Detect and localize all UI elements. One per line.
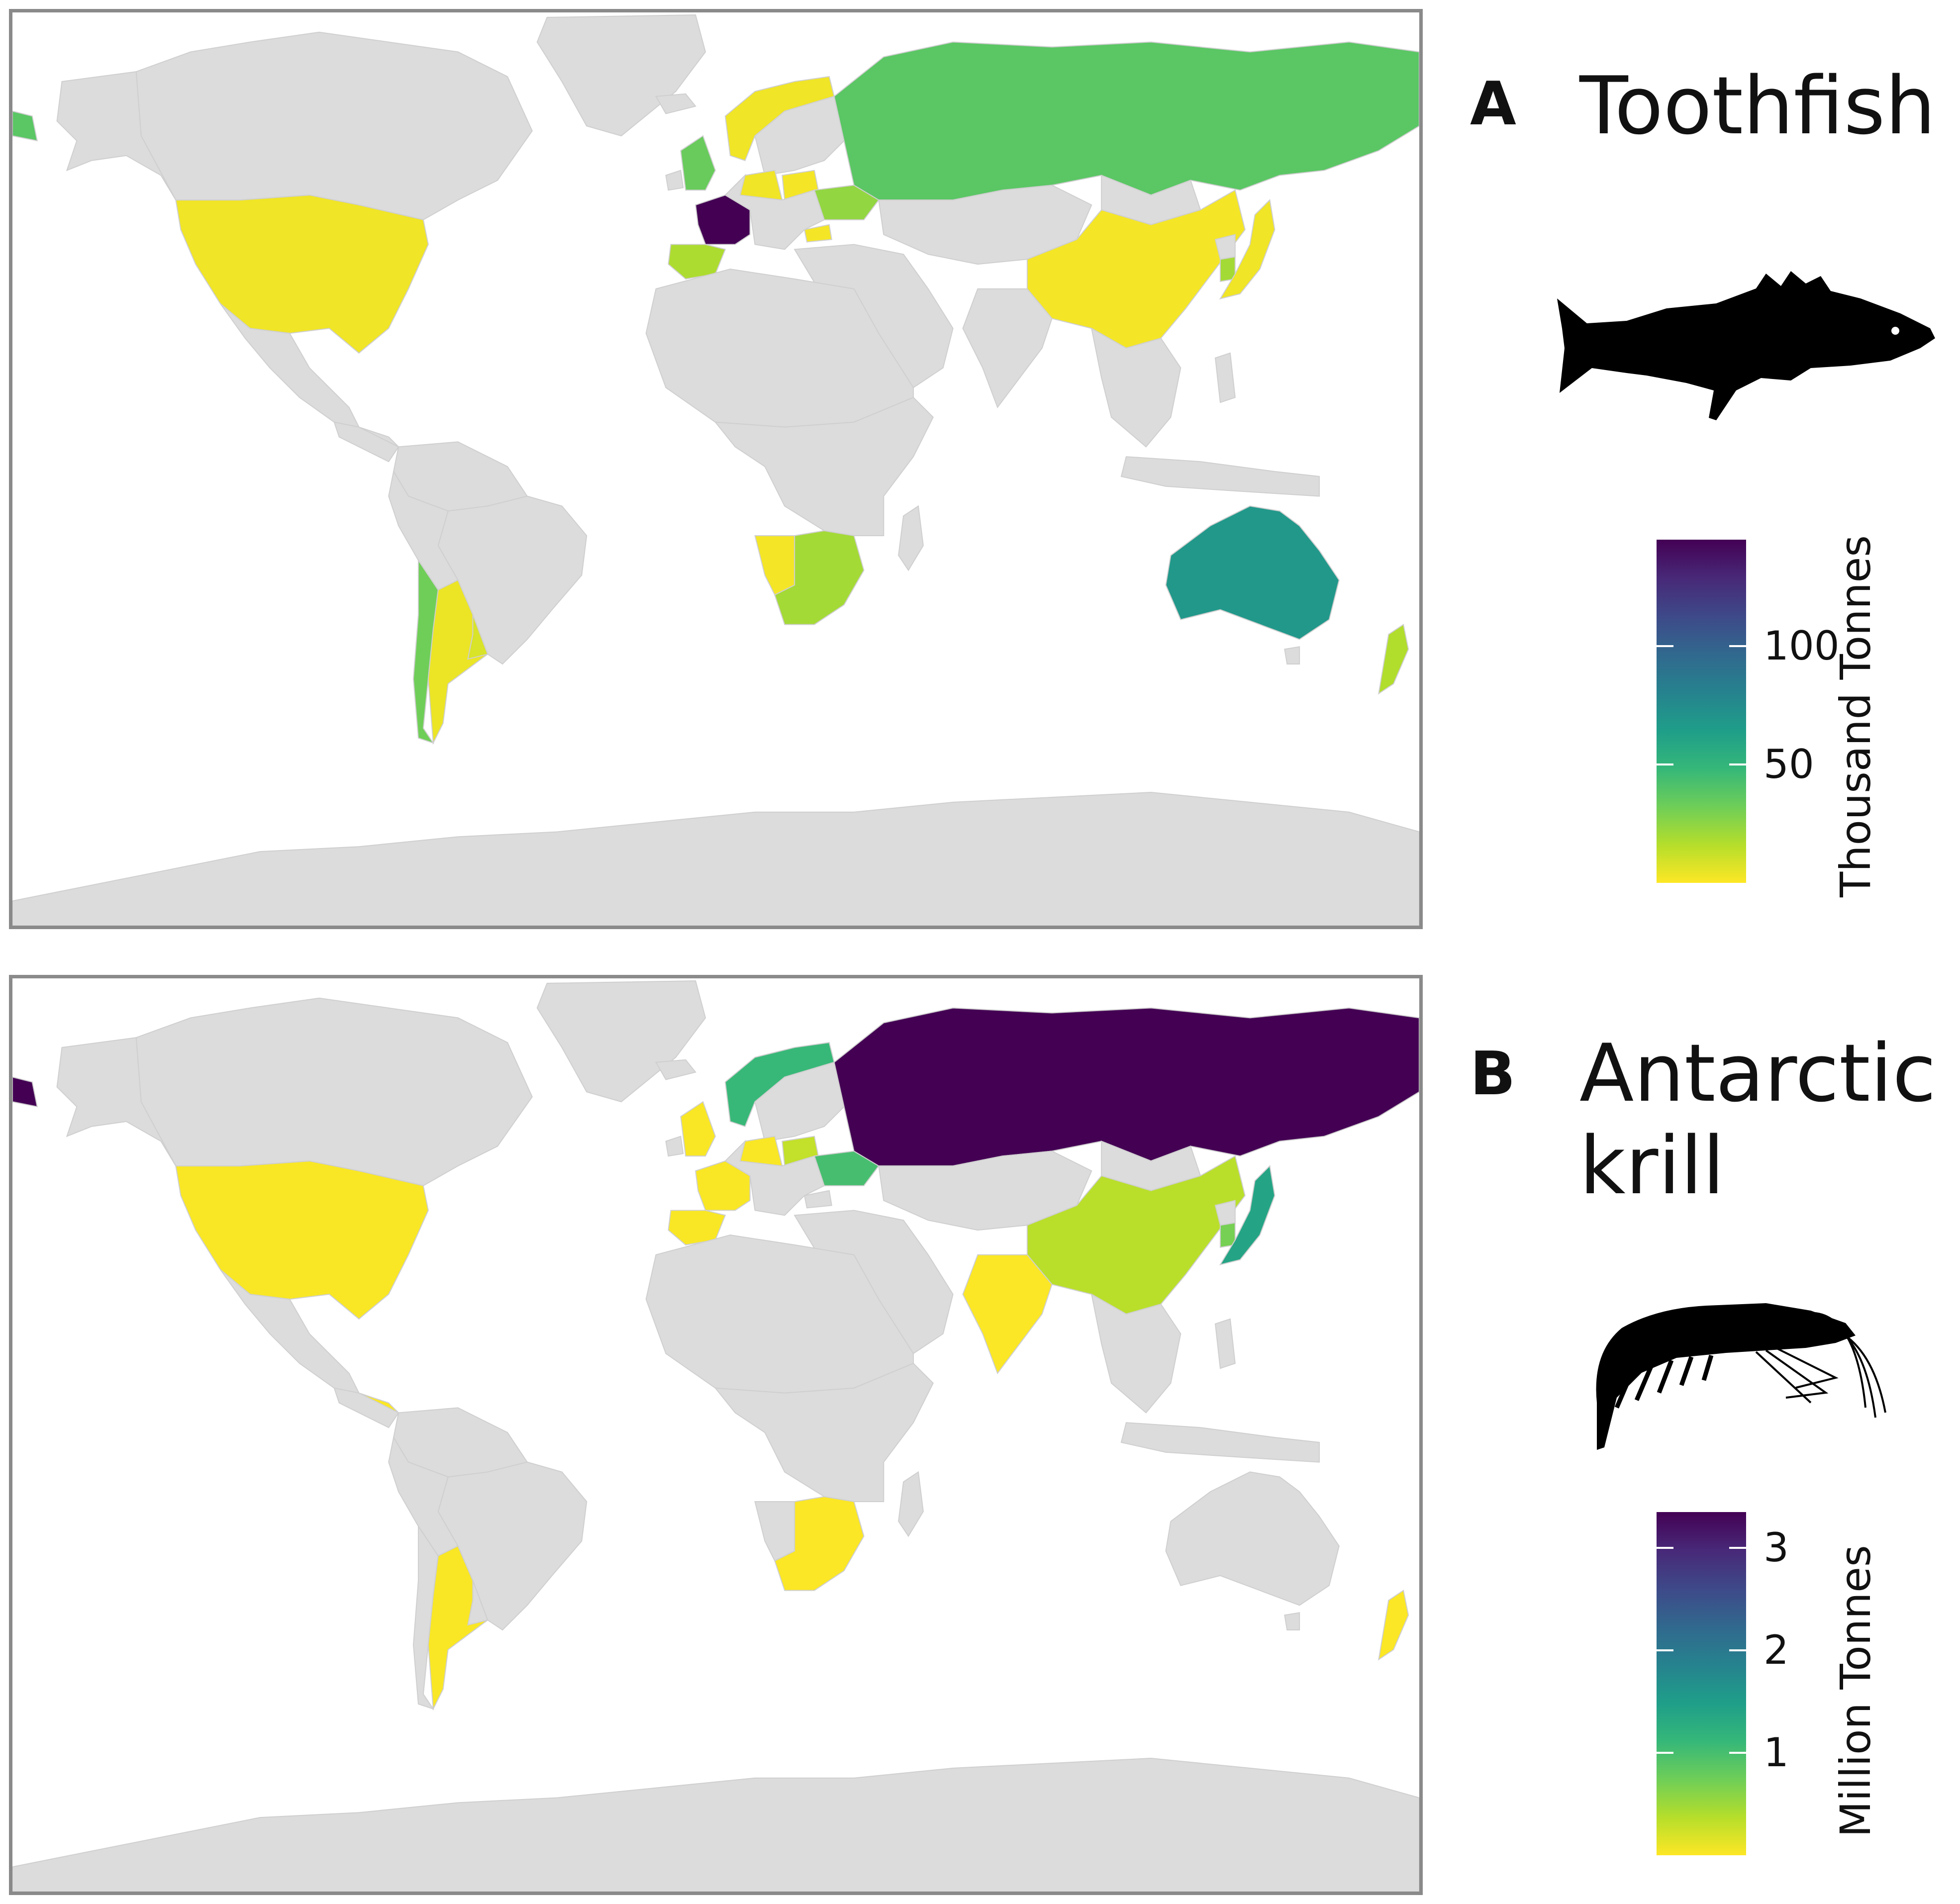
colorbar-tick-mark xyxy=(1657,1649,1673,1652)
country-canada xyxy=(135,997,533,1186)
toothfish-silhouette-icon xyxy=(1557,271,1935,420)
country-south-africa xyxy=(774,1496,865,1591)
country-united-states xyxy=(175,194,429,354)
country-southeast-asia xyxy=(1090,327,1181,448)
country-kazakhstan-central-asia xyxy=(878,185,1092,265)
country-antarctica xyxy=(12,792,1419,926)
country-alaska xyxy=(56,1037,177,1166)
toothfish-map xyxy=(9,9,1423,929)
panel-title-antarctic-krill: Antarctic krill xyxy=(1579,1027,1937,1212)
country-south-africa xyxy=(774,530,865,625)
country-united-kingdom xyxy=(680,1101,716,1157)
colorbar-tick-label: 100 xyxy=(1764,623,1840,669)
country-tasmania xyxy=(1284,1612,1300,1631)
country-russia xyxy=(833,41,1419,201)
country-greenland xyxy=(536,980,706,1103)
country-japan xyxy=(1219,199,1275,300)
toothfish-colorbar xyxy=(1657,540,1746,883)
colorbar-tick-mark xyxy=(1657,1752,1673,1754)
country-iceland xyxy=(655,93,696,114)
country-japan xyxy=(1219,1165,1275,1266)
country-canada xyxy=(135,31,533,220)
country-madagascar xyxy=(898,505,924,571)
country-indonesia xyxy=(1120,456,1320,497)
country-uruguay xyxy=(467,1580,489,1626)
country-ireland xyxy=(665,170,684,191)
country-europe-other xyxy=(724,1140,825,1216)
krill-map xyxy=(9,975,1423,1895)
country-europe-other xyxy=(724,174,825,250)
colorbar-tick-mark xyxy=(1657,763,1673,766)
colorbar-tick-mark xyxy=(1729,645,1746,648)
country-philippines xyxy=(1214,352,1236,403)
country-bulgaria xyxy=(803,224,833,243)
country-namibia xyxy=(754,1501,795,1562)
country-india xyxy=(962,288,1053,408)
country-russia-east-tip xyxy=(12,1076,38,1108)
legend-title-thousand-tonnes: Thousand Tonnes xyxy=(1831,535,1880,898)
country-southeast-asia xyxy=(1090,1293,1181,1414)
colorbar-tick-mark xyxy=(1729,763,1746,766)
country-kazakhstan-central-asia xyxy=(878,1150,1092,1231)
panel-title-toothfish: Toothfish xyxy=(1579,59,1936,152)
toothfish-map-svg xyxy=(12,14,1419,926)
toothfish-side-panel: A Toothfish Thousand Tonnes 100 50 xyxy=(1443,0,1960,935)
colorbar-tick-mark xyxy=(1729,1752,1746,1754)
legend-title-million-tonnes: Million Tonnes xyxy=(1831,1545,1880,1837)
country-africa-central xyxy=(714,1362,934,1502)
krill-map-svg xyxy=(12,980,1419,1892)
country-united-states xyxy=(175,1160,429,1320)
colorbar-tick-mark xyxy=(1657,1547,1673,1549)
country-philippines xyxy=(1214,1318,1236,1369)
colorbar-tick-mark xyxy=(1729,1649,1746,1652)
country-central-america xyxy=(333,421,399,463)
country-north-korea xyxy=(1214,234,1236,260)
country-namibia xyxy=(754,535,795,596)
country-bulgaria xyxy=(803,1190,833,1209)
krill-silhouette-icon xyxy=(1596,1303,1886,1450)
country-australia xyxy=(1165,505,1340,640)
country-russia-east-tip xyxy=(12,110,38,142)
country-australia xyxy=(1165,1471,1340,1606)
country-united-kingdom xyxy=(680,135,716,191)
krill-colorbar xyxy=(1657,1512,1746,1855)
country-china xyxy=(1026,189,1246,349)
country-uruguay xyxy=(467,614,489,660)
country-new-zealand xyxy=(1378,623,1409,695)
colorbar-tick-mark xyxy=(1657,645,1673,648)
colorbar-tick-mark xyxy=(1729,1547,1746,1549)
country-iceland xyxy=(655,1059,696,1080)
country-india xyxy=(962,1254,1053,1374)
country-china xyxy=(1026,1155,1246,1315)
country-alaska xyxy=(56,71,177,200)
krill-side-panel: B Antarctic krill Million Tonnes 3 2 1 xyxy=(1443,970,1960,1904)
country-africa-central xyxy=(714,396,934,536)
colorbar-tick-label: 2 xyxy=(1764,1627,1789,1674)
country-tasmania xyxy=(1284,646,1300,665)
country-central-america xyxy=(333,1387,399,1428)
colorbar-tick-label: 50 xyxy=(1764,741,1814,788)
country-antarctica xyxy=(12,1758,1419,1892)
panel-letter-b: B xyxy=(1470,1040,1516,1109)
country-indonesia xyxy=(1120,1422,1320,1463)
country-ireland xyxy=(665,1136,684,1157)
colorbar-tick-label: 1 xyxy=(1764,1729,1789,1776)
country-madagascar xyxy=(898,1471,924,1537)
panel-letter-a: A xyxy=(1470,70,1516,139)
country-russia xyxy=(833,1007,1419,1167)
colorbar-tick-label: 3 xyxy=(1764,1524,1789,1571)
country-greenland xyxy=(536,14,706,137)
country-new-zealand xyxy=(1378,1589,1409,1661)
country-north-korea xyxy=(1214,1200,1236,1226)
